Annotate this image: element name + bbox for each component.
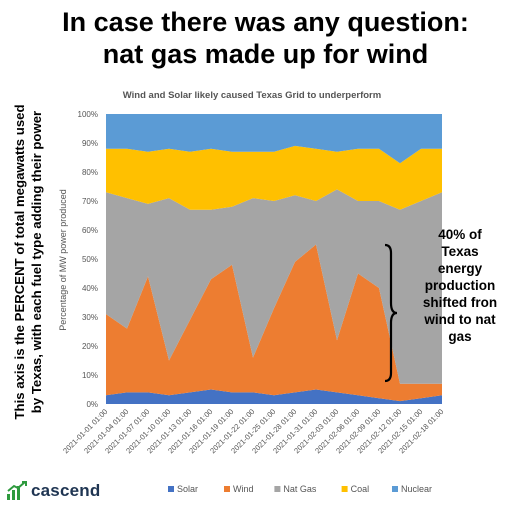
legend-label: Solar bbox=[177, 484, 198, 494]
plot-area bbox=[106, 114, 442, 404]
brace-icon bbox=[384, 243, 398, 383]
area-series-coal bbox=[106, 145, 442, 210]
side-note-svg: This axis is the PERCENT of total megawa… bbox=[12, 104, 44, 419]
y-tick-label: 10% bbox=[82, 371, 98, 380]
legend-swatch bbox=[341, 486, 348, 492]
chart-title: Wind and Solar likely caused Texas Grid … bbox=[123, 90, 381, 101]
legend-label: Nat Gas bbox=[283, 484, 317, 494]
y-tick-label: 90% bbox=[82, 139, 98, 148]
y-tick-label: 80% bbox=[82, 168, 98, 177]
y-tick-label: 60% bbox=[82, 226, 98, 235]
cascend-logo: cascend bbox=[6, 480, 100, 502]
area-series-nuclear bbox=[106, 114, 442, 164]
y-tick-label: 100% bbox=[78, 110, 98, 119]
legend-swatch bbox=[224, 486, 230, 492]
headline: In case there was any question: nat gas … bbox=[0, 6, 531, 70]
annotation-line: energy bbox=[437, 261, 483, 276]
side-note-line-2: by Texas, with each fuel type adding the… bbox=[29, 111, 44, 413]
cascend-logo-icon bbox=[7, 481, 27, 500]
cascend-logo-text: cascend bbox=[31, 481, 101, 500]
y-tick-label: 0% bbox=[86, 400, 98, 409]
y-tick-label: 30% bbox=[82, 313, 98, 322]
legend-label: Coal bbox=[351, 484, 370, 494]
annotation-line: wind to nat bbox=[424, 312, 496, 327]
y-tick-label: 50% bbox=[82, 255, 98, 264]
legend-label: Nuclear bbox=[401, 484, 432, 494]
y-tick-label: 20% bbox=[82, 342, 98, 351]
legend-swatch bbox=[392, 486, 398, 492]
annotation-line: shifted fron bbox=[422, 295, 498, 310]
headline-line-1: In case there was any question: bbox=[62, 7, 469, 37]
area-series-solar bbox=[106, 389, 442, 404]
headline-line-2: nat gas made up for wind bbox=[102, 39, 429, 69]
side-note: This axis is the PERCENT of total megawa… bbox=[10, 92, 50, 432]
area-series-nat-gas bbox=[106, 189, 442, 384]
annotation: 40% of Texas energy production shifted f… bbox=[400, 226, 520, 345]
y-axis-label: Percentage of MW power produced bbox=[58, 189, 68, 331]
y-axis-ticks: 0% 10% 20% 30% 40% 50% 60% 70% 80% 90% 100% bbox=[78, 110, 98, 409]
annotation-line: 40% of bbox=[438, 227, 482, 242]
legend-swatch bbox=[274, 486, 281, 492]
area-series-wind bbox=[106, 244, 442, 402]
y-tick-label: 40% bbox=[82, 284, 98, 293]
annotation-line: production bbox=[424, 278, 496, 293]
legend: Solar Wind Nat Gas Coal Nuclear bbox=[168, 484, 432, 494]
side-note-line-1: This axis is the PERCENT of total megawa… bbox=[12, 104, 27, 419]
annotation-line: gas bbox=[448, 329, 472, 344]
legend-label: Wind bbox=[233, 484, 254, 494]
annotation-line: Texas bbox=[441, 244, 479, 259]
y-tick-label: 70% bbox=[82, 197, 98, 206]
legend-swatch bbox=[168, 486, 174, 492]
